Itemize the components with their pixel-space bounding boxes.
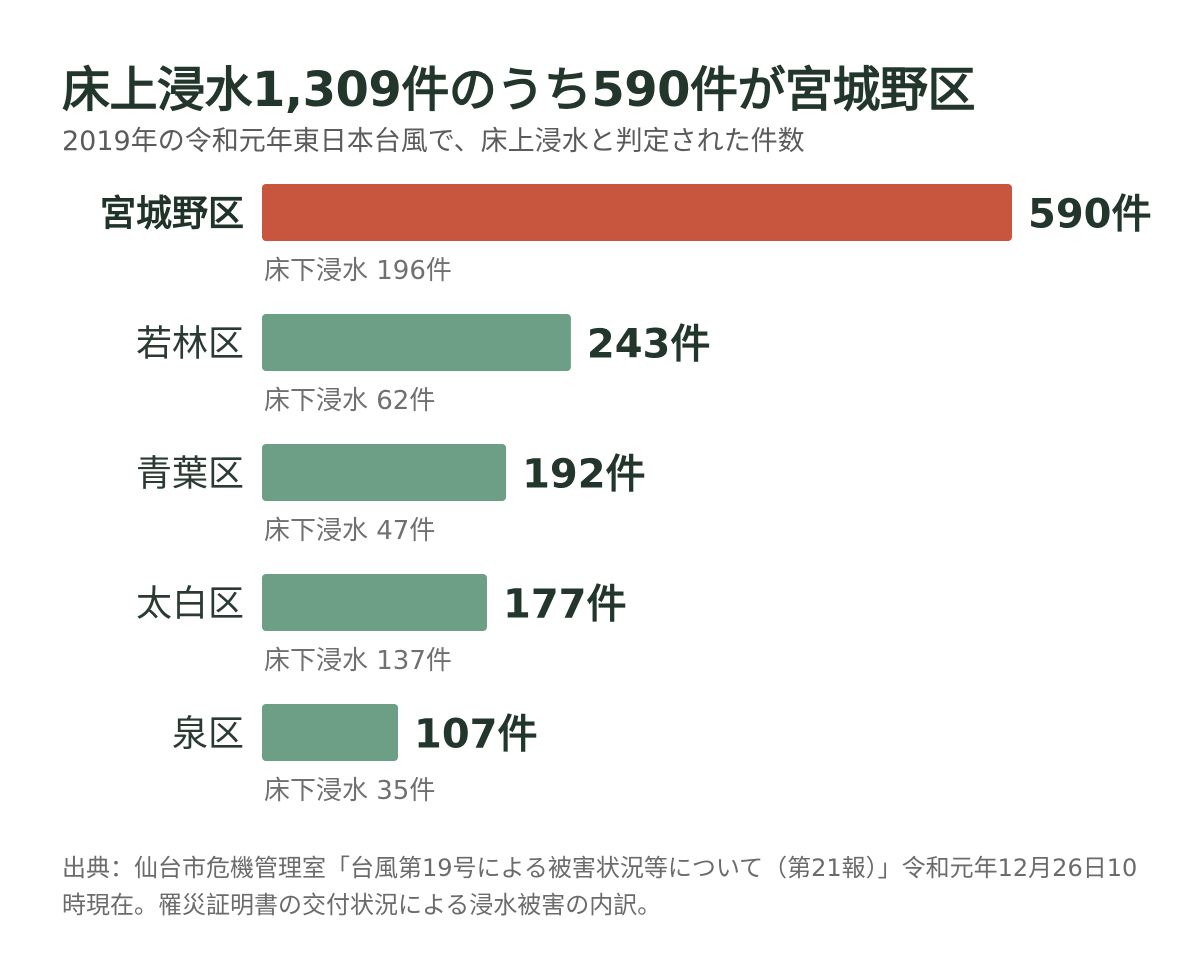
category-label: 泉区 xyxy=(172,714,244,755)
bar xyxy=(262,314,571,371)
secondary-label: 床下浸水 47件 xyxy=(264,516,435,546)
secondary-label: 床下浸水 35件 xyxy=(264,776,435,806)
secondary-label: 床下浸水 62件 xyxy=(264,386,435,416)
bar xyxy=(262,184,1012,241)
bar xyxy=(262,574,487,631)
value-label: 192件 xyxy=(522,452,646,498)
bar xyxy=(262,444,507,501)
value-label: 590件 xyxy=(1028,192,1152,238)
category-label: 太白区 xyxy=(136,584,244,625)
category-label: 青葉区 xyxy=(136,454,244,495)
value-label: 107件 xyxy=(414,712,538,758)
chart-subtitle: 2019年の令和元年東日本台風で、床上浸水と判定された件数 xyxy=(62,126,805,157)
chart-title: 床上浸水1,309件のうち590件が宮城野区 xyxy=(62,62,976,118)
source-note: 出典：仙台市危機管理室「台風第19号による被害状況等について（第21報）」令和元… xyxy=(62,854,1138,919)
value-label: 177件 xyxy=(503,582,627,628)
category-label: 宮城野区 xyxy=(100,194,244,235)
category-label: 若林区 xyxy=(136,324,244,365)
secondary-label: 床下浸水 196件 xyxy=(264,256,452,286)
value-label: 243件 xyxy=(587,322,711,368)
secondary-label: 床下浸水 137件 xyxy=(264,646,452,676)
bar xyxy=(262,704,399,761)
